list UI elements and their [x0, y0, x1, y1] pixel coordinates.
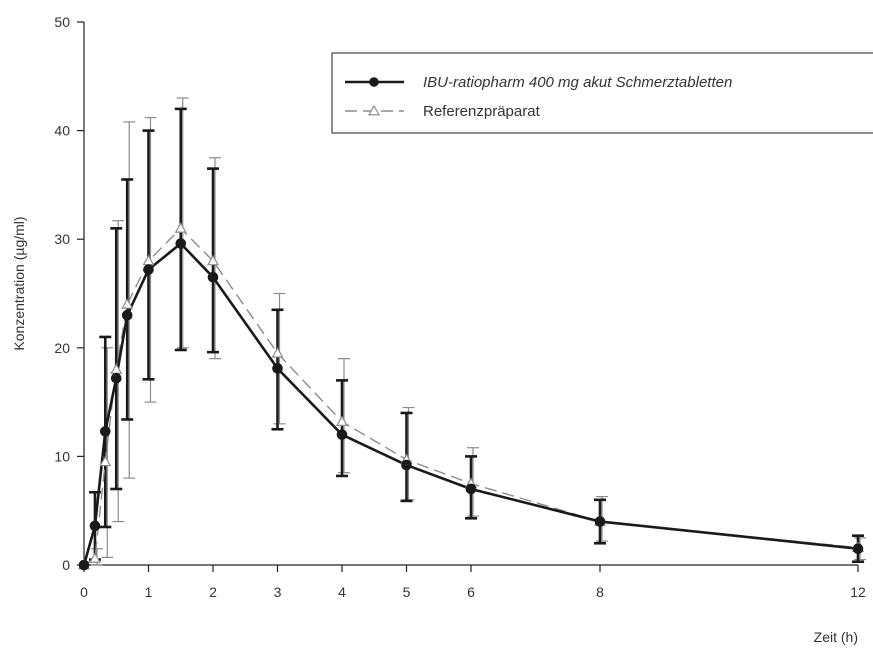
legend: IBU-ratiopharm 400 mg akut Schmerztablet…	[331, 52, 873, 134]
data-point-ibu	[175, 238, 187, 249]
data-point-ibu	[594, 516, 606, 527]
data-point-ibu	[110, 372, 122, 384]
x-tick-label: 2	[209, 584, 217, 600]
legend-items: IBU-ratiopharm 400 mg akut Schmerztablet…	[345, 74, 732, 120]
data-point-reference	[88, 552, 101, 563]
x-tick-label: 12	[850, 584, 866, 600]
y-tick-label: 20	[54, 340, 70, 356]
data-point-reference	[110, 363, 123, 374]
x-tick-label: 4	[338, 584, 346, 600]
legend-swatch-marker	[367, 104, 381, 116]
data-point-ibu	[207, 271, 219, 283]
x-tick-label: 8	[596, 584, 604, 600]
data-point-ibu	[272, 363, 283, 374]
series-lines	[82, 227, 859, 566]
y-tick-label: 50	[54, 14, 70, 30]
data-point-ibu	[143, 264, 154, 275]
series-line-ibu	[82, 242, 859, 566]
data-point-ibu	[401, 459, 412, 471]
data-point-ibu	[465, 483, 477, 495]
legend-label: IBU-ratiopharm 400 mg akut Schmerztablet…	[423, 74, 732, 91]
data-point-ibu	[852, 543, 864, 555]
x-tick-label: 6	[467, 584, 475, 600]
legend-swatch-marker	[369, 77, 379, 87]
series-markers	[77, 222, 865, 571]
x-tick-label: 1	[145, 584, 153, 600]
data-point-ibu	[336, 429, 348, 440]
data-point-reference	[335, 415, 349, 426]
data-point-ibu	[89, 520, 101, 532]
y-axis-label: Konzentration (µg/ml)	[11, 216, 27, 350]
legend-label: Referenzpräparat	[423, 103, 541, 120]
data-point-reference	[271, 347, 284, 358]
series-line-reference	[83, 227, 859, 566]
x-tick-label: 5	[403, 584, 411, 600]
y-tick-label: 40	[54, 123, 70, 139]
data-point-reference	[99, 455, 112, 467]
x-tick-label: 3	[274, 584, 282, 600]
x-tick-label: 0	[80, 584, 88, 600]
data-point-ibu	[121, 309, 133, 321]
data-point-reference	[121, 298, 134, 309]
y-tick-label: 30	[54, 231, 70, 247]
data-point-reference	[174, 222, 187, 233]
data-point-ibu	[99, 426, 111, 437]
y-tick-label: 0	[62, 557, 70, 573]
error-bars	[88, 97, 866, 566]
y-tick-label: 10	[54, 448, 70, 464]
data-point-ibu	[78, 559, 90, 571]
data-point-reference	[142, 254, 155, 266]
x-axis-label: Zeit (h)	[814, 629, 858, 645]
data-point-reference	[206, 254, 220, 266]
legend-box	[331, 52, 873, 134]
